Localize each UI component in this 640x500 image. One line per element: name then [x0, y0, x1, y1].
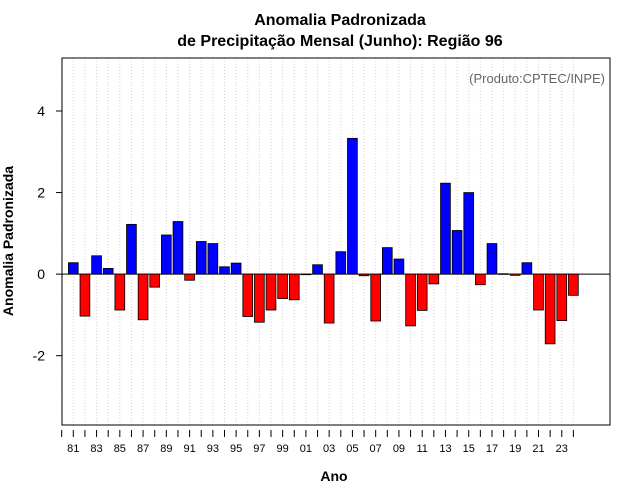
y-axis: -2 0 2 4	[33, 103, 62, 364]
bar-20	[521, 262, 533, 275]
credit-annotation: (Produto:CPTEC/INPE)	[469, 71, 605, 86]
bar-23	[556, 273, 568, 322]
grid-lines	[61, 58, 574, 425]
bar-17	[486, 243, 498, 275]
x-tick-label: 83	[90, 443, 102, 455]
x-tick-label: 89	[160, 443, 172, 455]
y-tick-label: 4	[37, 103, 45, 119]
bar-06	[358, 273, 370, 277]
bar-96	[242, 273, 254, 317]
y-tick-label: 2	[37, 185, 45, 201]
x-tick-label: 13	[439, 443, 451, 455]
x-tick-label: 07	[370, 443, 382, 455]
bar-14	[451, 230, 463, 275]
bar-16	[475, 273, 486, 286]
bar-00	[288, 273, 300, 301]
bar-98	[265, 273, 277, 311]
x-tick-label: 05	[346, 443, 358, 455]
x-tick-label: 81	[67, 443, 79, 455]
bar-87	[137, 273, 149, 321]
x-tick-label: 21	[532, 443, 544, 455]
bar-05	[347, 137, 358, 275]
y-tick-label: -2	[33, 348, 46, 364]
bar-02	[312, 264, 323, 275]
bar-11	[416, 273, 428, 311]
bar-12	[428, 273, 440, 285]
bar-82	[79, 273, 91, 317]
x-tick-label: 11	[416, 443, 427, 455]
bar-08	[382, 247, 393, 275]
bar-92	[195, 241, 207, 275]
bar-99	[277, 273, 288, 299]
bar-03	[323, 273, 335, 324]
x-tick-label: 15	[463, 443, 475, 455]
chart-title-line-2: de Precipitação Mensal (Junho): Região 9…	[177, 33, 503, 50]
bar-94	[219, 266, 230, 275]
y-tick-label: 0	[37, 266, 45, 282]
bar-91	[184, 273, 195, 281]
x-tick-label: 23	[556, 443, 568, 455]
bar-81	[68, 262, 79, 275]
bar-15	[463, 192, 475, 275]
bar-13	[440, 182, 451, 275]
bar-21	[533, 273, 544, 311]
bar-88	[149, 273, 161, 288]
x-tick-label: 95	[230, 443, 242, 455]
bar-85	[114, 273, 126, 311]
bar-93	[207, 243, 219, 275]
x-tick-label: 85	[114, 443, 126, 455]
x-tick-label: 93	[207, 443, 219, 455]
x-tick-label: 19	[509, 443, 521, 455]
bar-01	[300, 273, 312, 276]
bar-83	[91, 255, 102, 275]
x-tick-label: 03	[323, 443, 335, 455]
bar-97	[254, 273, 265, 323]
bar-10	[405, 273, 416, 327]
chart-title-line-1: Anomalia Padronizada	[254, 12, 426, 29]
bar-24	[568, 273, 579, 296]
bar-22	[544, 273, 556, 345]
bar-89	[161, 234, 172, 275]
x-tick-label: 99	[277, 443, 289, 455]
bar-90	[172, 221, 184, 275]
y-axis-title: Anomalia Padronizada	[0, 166, 16, 316]
x-axis-title: Ano	[320, 468, 347, 484]
bar-07	[370, 273, 381, 322]
x-tick-label: 09	[393, 443, 405, 455]
x-tick-label: 87	[137, 443, 149, 455]
plot-area	[61, 57, 611, 426]
bars	[68, 137, 579, 345]
bar-09	[393, 258, 405, 275]
bar-19	[509, 273, 521, 276]
x-tick-label: 91	[183, 443, 195, 455]
bar-18	[498, 273, 509, 275]
bar-95	[230, 262, 242, 275]
bar-86	[126, 223, 137, 275]
x-axis: 81 83 85 87 89 91 93 95 97 99 01 03 05 07 09 11 13 15 17 19…	[61, 430, 574, 455]
bar-04	[335, 251, 347, 275]
x-tick-label: 97	[253, 443, 265, 455]
x-tick-label: 01	[300, 443, 312, 455]
x-tick-label: 17	[486, 443, 498, 455]
bar-84	[102, 268, 114, 275]
